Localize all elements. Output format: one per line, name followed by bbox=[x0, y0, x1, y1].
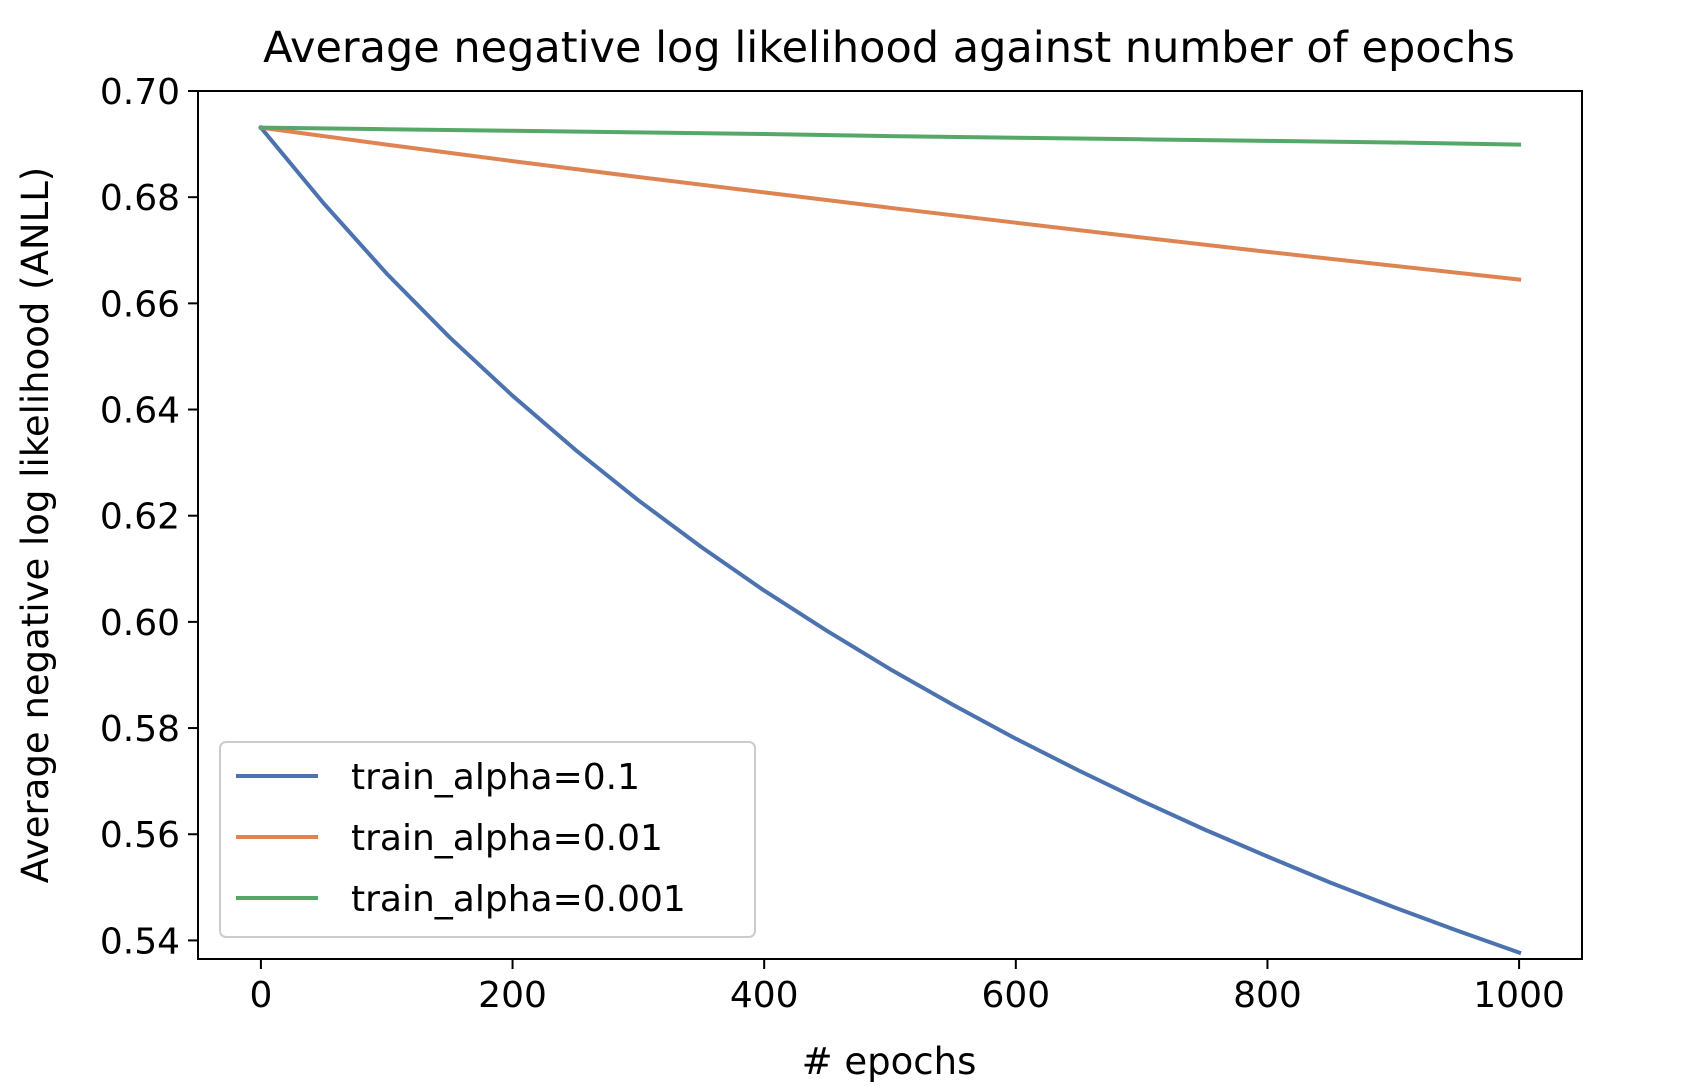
y-tick-label: 0.70 bbox=[100, 72, 180, 113]
y-tick-label: 0.66 bbox=[100, 284, 180, 325]
legend-label-1: train_alpha=0.01 bbox=[351, 818, 663, 859]
y-tick-label: 0.56 bbox=[100, 815, 180, 856]
y-tick-label: 0.60 bbox=[100, 603, 180, 644]
x-tick-label: 200 bbox=[478, 975, 547, 1016]
x-axis: 0 200 400 600 800 1000 bbox=[249, 959, 1565, 1016]
y-tick-label: 0.64 bbox=[100, 391, 180, 432]
y-axis-label: Average negative log likelihood (ANLL) bbox=[14, 167, 57, 884]
x-tick-label: 800 bbox=[1233, 975, 1302, 1016]
series-layer bbox=[258, 124, 1522, 956]
y-axis: 0.54 0.56 0.58 0.60 0.62 0.64 0.66 0.68 0.70 bbox=[100, 72, 198, 962]
series-line-0 bbox=[258, 124, 1522, 956]
y-tick-label: 0.68 bbox=[100, 178, 180, 219]
x-axis-label: # epochs bbox=[802, 1040, 977, 1083]
plot-frame bbox=[197, 90, 1583, 960]
series-line-1 bbox=[258, 125, 1522, 282]
legend-label-0: train_alpha=0.1 bbox=[351, 757, 640, 798]
y-tick-label: 0.62 bbox=[100, 497, 180, 538]
legend-box bbox=[219, 741, 756, 938]
x-tick-label: 1000 bbox=[1473, 975, 1565, 1016]
y-tick-label: 0.54 bbox=[100, 921, 180, 962]
series-line-2 bbox=[258, 125, 1522, 147]
legend: train_alpha=0.1 train_alpha=0.01 train_alp… bbox=[219, 741, 756, 938]
x-tick-label: 0 bbox=[249, 975, 272, 1016]
x-tick-label: 400 bbox=[730, 975, 799, 1016]
chart-title: Average negative log likelihood against … bbox=[263, 23, 1515, 73]
x-tick-label: 600 bbox=[981, 975, 1050, 1016]
y-tick-label: 0.58 bbox=[100, 709, 180, 750]
legend-label-2: train_alpha=0.001 bbox=[351, 879, 686, 920]
